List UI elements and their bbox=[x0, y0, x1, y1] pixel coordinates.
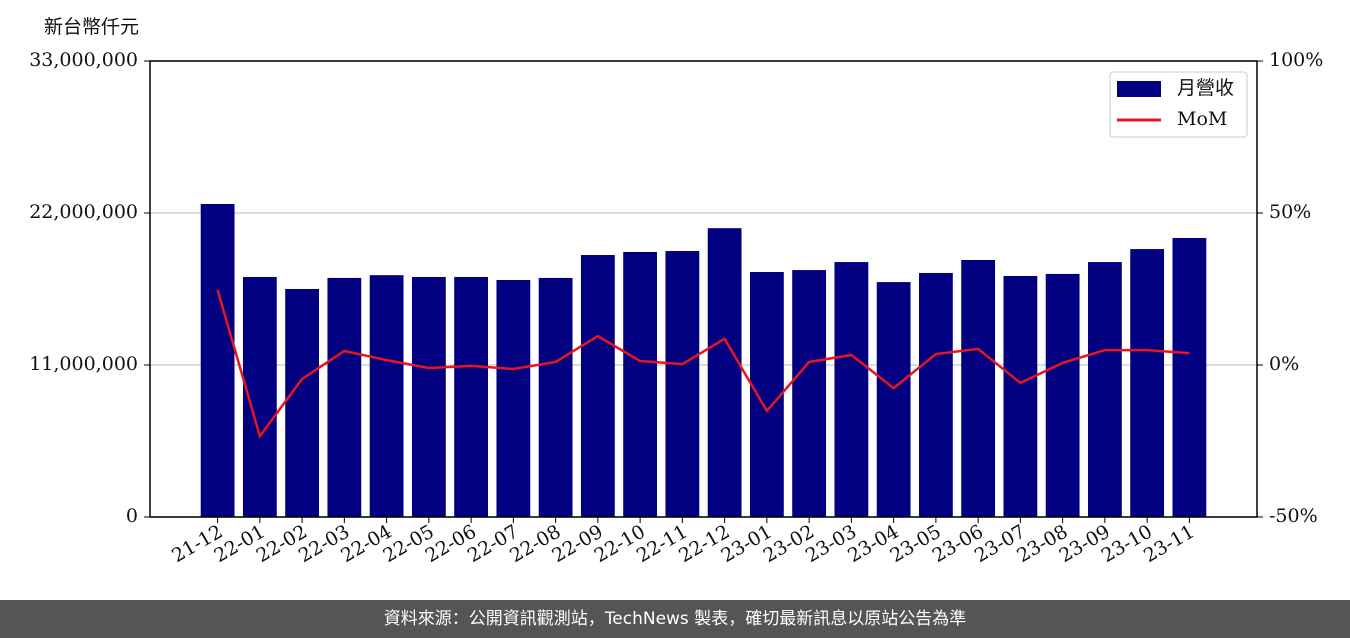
bar bbox=[918, 272, 953, 517]
bar bbox=[200, 204, 235, 517]
chart: 新台幣仟元 0 11,000,000 22,000,000 33,000,000 -50… bbox=[29, 16, 1323, 567]
bar bbox=[327, 277, 362, 517]
bar bbox=[749, 272, 784, 517]
bar bbox=[1172, 238, 1207, 517]
bar bbox=[1130, 249, 1165, 517]
bar bbox=[1003, 276, 1038, 517]
bar bbox=[876, 282, 911, 517]
y2-tick-label: -50% bbox=[1269, 505, 1318, 527]
footer: 資料來源：公開資訊觀測站，TechNews 製表，確切最新訊息以原站公告為準 bbox=[0, 600, 1350, 638]
bar bbox=[792, 270, 827, 517]
bar bbox=[411, 276, 446, 517]
bar bbox=[1087, 262, 1122, 517]
legend-label: MoM bbox=[1177, 108, 1227, 130]
y-tick-label: 22,000,000 bbox=[29, 201, 138, 223]
bar bbox=[369, 275, 404, 517]
bar bbox=[834, 262, 869, 517]
y2-tick-label: 100% bbox=[1269, 49, 1323, 71]
bar bbox=[538, 277, 573, 517]
bar bbox=[707, 228, 742, 517]
mom-line bbox=[216, 289, 1190, 439]
y2-tick-label: 0% bbox=[1269, 353, 1299, 375]
bar bbox=[454, 276, 489, 517]
legend-label: 月營收 bbox=[1177, 77, 1234, 99]
y-tick-label: 0 bbox=[126, 505, 138, 527]
y2-tick-label: 50% bbox=[1269, 201, 1311, 223]
y-tick-label: 33,000,000 bbox=[29, 49, 138, 71]
bar bbox=[961, 259, 996, 517]
plot-frame bbox=[149, 60, 1258, 518]
bar bbox=[1045, 273, 1080, 517]
bar bbox=[285, 289, 320, 517]
bar bbox=[623, 251, 658, 517]
bar bbox=[580, 255, 615, 518]
y-tick-label: 11,000,000 bbox=[29, 353, 138, 375]
y-axis-label: 新台幣仟元 bbox=[44, 16, 139, 38]
bar bbox=[496, 280, 531, 517]
legend-swatch bbox=[1117, 81, 1161, 97]
bar bbox=[665, 251, 700, 517]
